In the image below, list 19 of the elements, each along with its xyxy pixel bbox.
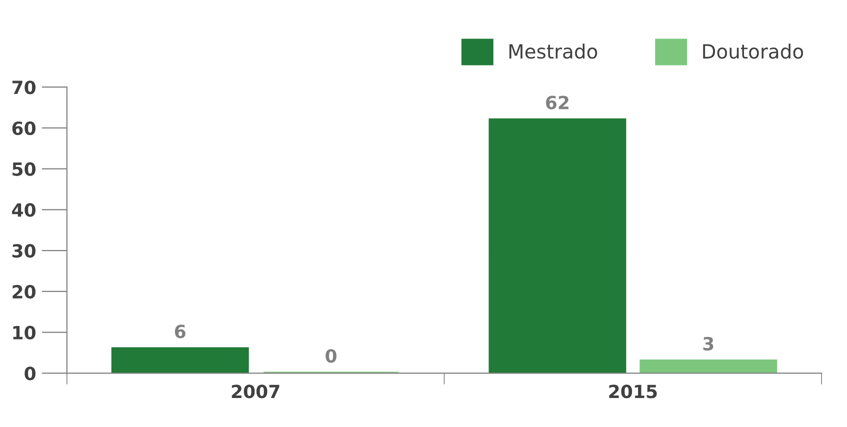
- y-tick-label: 50: [12, 162, 36, 176]
- bar: [111, 347, 249, 374]
- bar: [488, 118, 626, 374]
- y-tick-label: 20: [12, 284, 36, 299]
- legend-label: Mestrado: [509, 44, 598, 59]
- y-tick-label: 40: [12, 203, 36, 217]
- data-label: 0: [326, 349, 336, 363]
- data-label: 3: [703, 336, 714, 350]
- y-tick-label: 0: [24, 366, 36, 380]
- y-tick-label: 70: [12, 80, 36, 94]
- bar: [640, 360, 778, 374]
- data-label: 6: [174, 324, 186, 338]
- data-label: 62: [546, 96, 568, 110]
- x-tick-label: 2015: [609, 384, 657, 398]
- x-tick-label: 2007: [232, 384, 280, 398]
- y-tick-label: 60: [12, 121, 36, 136]
- y-tick-label: 30: [12, 244, 36, 258]
- legend-label: Doutorado: [703, 44, 804, 59]
- y-tick-label: 10: [13, 326, 36, 340]
